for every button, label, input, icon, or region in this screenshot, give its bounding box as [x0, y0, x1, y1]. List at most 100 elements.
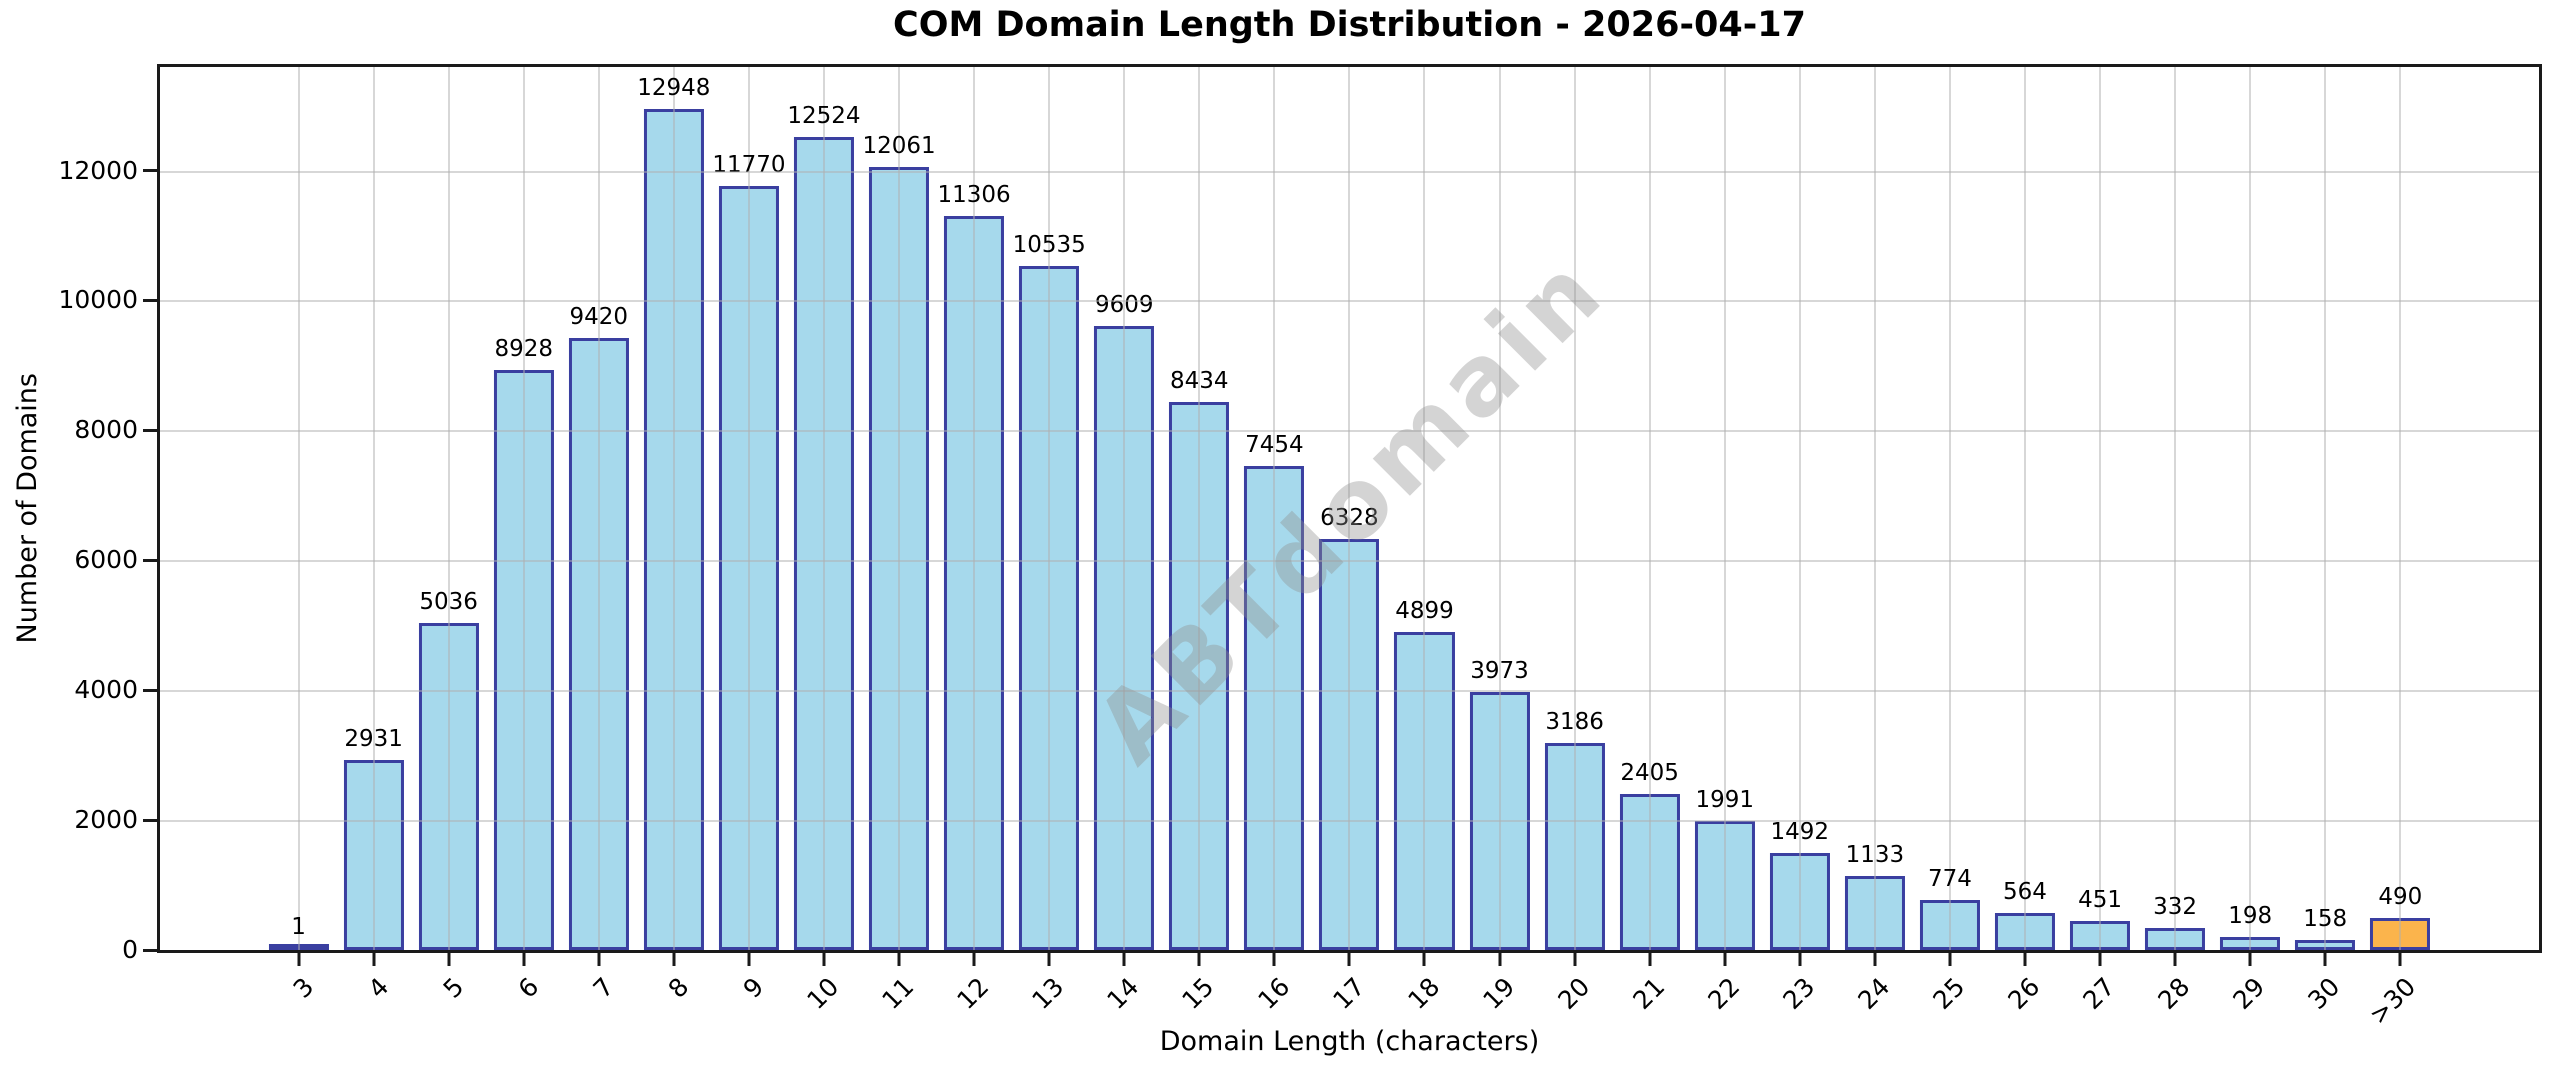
- bar-value-label: 3186: [1545, 709, 1604, 736]
- x-tick-mark: [1648, 953, 1652, 966]
- x-tick-mark: [1723, 953, 1727, 966]
- bar-slot: 3186 20: [1537, 67, 1612, 1015]
- y-tick-mark: [143, 428, 157, 432]
- x-tick-label: 5: [437, 972, 470, 1004]
- v-gridline: [1648, 67, 1651, 950]
- x-tick-mark: [822, 953, 826, 966]
- x-tick-label: 19: [1477, 972, 1521, 1016]
- bar-slot: 332 28: [2138, 67, 2213, 1015]
- plot-area: 1 3 2931 4 5036 5 8928 6 9420 7 12948 8 11770 9 12524 1…: [157, 64, 2542, 1030]
- x-tick-label: 22: [1702, 972, 1746, 1016]
- y-tick-label: 2000: [74, 805, 138, 835]
- x-tick-mark: [1347, 953, 1351, 966]
- v-gridline: [1348, 67, 1351, 950]
- bar-value-label: 1133: [1845, 842, 1905, 869]
- x-tick-label: 12: [951, 972, 995, 1016]
- h-gridline: [160, 690, 2539, 693]
- x-tick-mark: [1798, 953, 1802, 966]
- v-gridline: [597, 67, 600, 950]
- x-tick-label: 27: [2077, 972, 2121, 1016]
- x-tick-mark: [522, 953, 526, 966]
- bar-value-label: 2931: [344, 725, 403, 752]
- y-tick-label: 0: [122, 935, 138, 964]
- bar-value-label: 332: [2153, 894, 2198, 921]
- v-gridline: [1123, 67, 1126, 950]
- bar-slot: 8928 6: [486, 67, 561, 1004]
- x-tick-label: 10: [801, 972, 845, 1016]
- bar-slot: 1991 22: [1687, 67, 1762, 1015]
- x-tick-label: 20: [1552, 972, 1596, 1016]
- x-tick-mark: [2173, 953, 2177, 966]
- h-gridline: [160, 430, 2539, 433]
- v-gridline: [1873, 67, 1876, 950]
- h-gridline: [160, 170, 2539, 173]
- x-tick-label: 24: [1852, 972, 1896, 1016]
- x-tick-mark: [1197, 953, 1201, 966]
- v-gridline: [297, 67, 300, 950]
- v-gridline: [1423, 67, 1426, 950]
- bar-value-label: 490: [2378, 884, 2423, 911]
- y-tick-label: 12000: [58, 155, 138, 185]
- bar-slot: 7454 16: [1237, 67, 1312, 1015]
- bar-value-label: 12061: [862, 132, 936, 159]
- bar-slot: 198 29: [2213, 67, 2288, 1015]
- h-gridline: [160, 560, 2539, 563]
- x-tick-label: 30: [2302, 972, 2346, 1016]
- bar-value-label: 3973: [1470, 657, 1529, 684]
- x-tick-mark: [1272, 953, 1276, 966]
- y-tick-mark: [143, 948, 157, 952]
- y-tick-label: 4000: [74, 675, 138, 705]
- x-tick-mark: [2248, 953, 2252, 966]
- x-tick-label: 11: [876, 972, 920, 1016]
- bar-slot: 12524 10: [786, 67, 861, 1015]
- v-gridline: [1948, 67, 1951, 950]
- x-tick-mark: [2323, 953, 2327, 966]
- y-tick-mark: [143, 818, 157, 822]
- h-gridline: [160, 300, 2539, 303]
- y-tick-label: 6000: [74, 545, 138, 575]
- x-tick-mark: [2398, 953, 2402, 966]
- x-tick-mark: [1948, 953, 1952, 966]
- v-gridline: [1048, 67, 1051, 950]
- bar-value-label: 564: [2003, 879, 2047, 906]
- x-tick-mark: [597, 953, 601, 966]
- x-tick-label: 26: [2002, 972, 2046, 1016]
- bar-value-label: 7454: [1245, 431, 1304, 458]
- x-tick-label: 15: [1176, 972, 1220, 1016]
- v-gridline: [1198, 67, 1201, 950]
- bar-value-label: 11306: [937, 181, 1011, 208]
- x-tick-mark: [447, 953, 451, 966]
- bar-slot: 11306 12: [937, 67, 1012, 1015]
- x-tick-mark: [2023, 953, 2027, 966]
- x-tick-label: 28: [2152, 972, 2196, 1016]
- x-tick-label: 9: [737, 972, 770, 1004]
- v-gridline: [822, 67, 825, 950]
- bar-slot: 8434 15: [1162, 67, 1237, 1015]
- v-gridline: [2399, 67, 2402, 950]
- x-tick-label: 14: [1101, 972, 1145, 1016]
- x-tick-label: 17: [1326, 972, 1370, 1016]
- x-tick-mark: [1498, 953, 1502, 966]
- bar-slot: 12948 8: [636, 67, 711, 1004]
- bar-value-label: 1991: [1695, 786, 1754, 813]
- x-tick-mark: [897, 953, 901, 966]
- h-gridline: [160, 820, 2539, 823]
- bar-slot: 158 30: [2288, 67, 2363, 1015]
- bar-value-label: 12948: [637, 75, 711, 102]
- x-tick-mark: [672, 953, 676, 966]
- bar-value-label: 9609: [1094, 291, 1154, 318]
- x-tick-mark: [1047, 953, 1051, 966]
- bar-slot: 12061 11: [862, 67, 937, 1015]
- v-gridline: [2023, 67, 2026, 950]
- v-gridline: [1798, 67, 1801, 950]
- x-tick-label: 8: [662, 972, 695, 1004]
- x-tick-label: 7: [587, 972, 620, 1004]
- v-gridline: [1498, 67, 1501, 950]
- bar-slot: 451 27: [2063, 67, 2138, 1015]
- v-gridline: [447, 67, 450, 950]
- bar-slot: 1133 24: [1837, 67, 1912, 1015]
- v-gridline: [2099, 67, 2102, 950]
- bar-value-label: 774: [1927, 865, 1972, 892]
